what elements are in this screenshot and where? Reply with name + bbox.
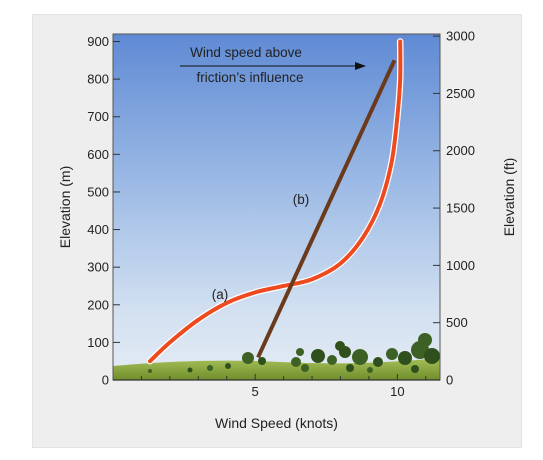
tree: [327, 355, 337, 365]
series-b-line: [256, 59, 397, 359]
tree: [367, 367, 373, 373]
tree: [398, 351, 412, 365]
tree: [296, 348, 304, 356]
y-right-tick-label: 2500: [446, 86, 475, 101]
y-right-tick-label: 1000: [446, 258, 475, 273]
y-right-tick-label: 500: [446, 315, 468, 330]
x-axis-title: Wind Speed (knots): [215, 415, 338, 431]
trees-illustration: [148, 333, 440, 373]
annotation-wind-speed-line1: Wind speed above: [190, 45, 302, 60]
y-left-tick-label: 600: [87, 147, 109, 162]
y-left-tick-label: 200: [87, 297, 109, 312]
tree: [242, 352, 254, 364]
tree: [411, 365, 419, 373]
series-layer: [146, 38, 404, 365]
label-series-b: (b): [293, 192, 310, 207]
tree: [424, 348, 440, 364]
tree: [352, 349, 368, 365]
y-left-tick-label: 100: [87, 335, 109, 350]
annotations: Wind speed above friction’s influence (a) (…: [180, 45, 366, 302]
tree: [335, 341, 345, 351]
y-right-tick-label: 1500: [446, 201, 475, 216]
tree: [418, 333, 432, 347]
tree: [311, 349, 325, 363]
tree: [386, 348, 398, 360]
y-left-tick-label: 500: [87, 184, 109, 199]
label-series-a: (a): [212, 287, 229, 302]
tree: [225, 363, 231, 369]
tree: [373, 357, 383, 367]
tree: [301, 364, 309, 372]
tree: [258, 357, 266, 365]
y-right-tick-label: 3000: [446, 29, 475, 44]
series-a-line: [147, 39, 403, 364]
annotation-arrow-head: [355, 62, 366, 70]
y-left-axis-title: Elevation (m): [57, 166, 73, 248]
tree: [148, 369, 152, 373]
y-right-tick-label: 0: [446, 373, 453, 388]
tree: [187, 367, 193, 373]
axes: 0 100 200 300 400 500 600 700 800 900 0 500 1000 1500…: [57, 29, 517, 431]
x-tick-label: 5: [252, 384, 259, 399]
y-right-tick-label: 2000: [446, 143, 475, 158]
x-tick-label: 10: [390, 384, 404, 399]
tree: [291, 357, 301, 367]
y-left-tick-label: 700: [87, 109, 109, 124]
y-left-tick-label: 0: [102, 373, 109, 388]
y-left-tick-label: 300: [87, 260, 109, 275]
tree: [207, 365, 213, 371]
y-right-axis-title: Elevation (ft): [501, 158, 517, 237]
annotation-wind-speed-line2: friction’s influence: [196, 70, 303, 85]
y-left-tick-label: 400: [87, 222, 109, 237]
plot-background: [113, 34, 440, 380]
tree: [346, 364, 354, 372]
y-left-tick-label: 900: [87, 34, 109, 49]
y-left-tick-label: 800: [87, 72, 109, 87]
